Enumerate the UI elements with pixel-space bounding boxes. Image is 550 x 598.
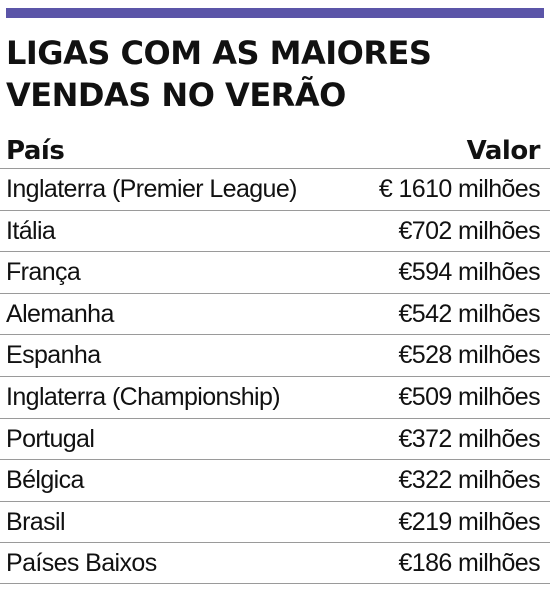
row-value: €372 milhões — [398, 424, 540, 453]
table-row: França €594 milhões — [0, 251, 550, 293]
title-line-1: LIGAS COM AS MAIORES — [6, 34, 432, 72]
header-country: País — [6, 136, 65, 166]
title-line-2: VENDAS NO VERÃO — [6, 76, 346, 114]
row-value: €186 milhões — [398, 549, 540, 578]
row-value: €594 milhões — [398, 258, 540, 287]
row-value: €702 milhões — [398, 216, 540, 245]
row-value: €528 milhões — [398, 341, 540, 370]
table-row: Bélgica €322 milhões — [0, 459, 550, 501]
row-value: €322 milhões — [398, 466, 540, 495]
row-country: Espanha — [6, 341, 101, 370]
accent-bar — [6, 8, 544, 18]
row-value: €219 milhões — [398, 507, 540, 536]
table-row: Portugal €372 milhões — [0, 417, 550, 460]
page-title: LIGAS COM AS MAIORES VENDAS NO VERÃO — [6, 32, 546, 116]
table-row: Países Baixos €186 milhões — [0, 542, 550, 584]
table-row: Itália €702 milhões — [0, 209, 550, 252]
sales-table: País Valor Inglaterra (Premier League) €… — [0, 134, 550, 584]
row-country: Portugal — [6, 424, 95, 453]
row-value: €509 milhões — [398, 382, 540, 411]
table-row: Brasil €219 milhões — [0, 500, 550, 543]
table-row: Inglaterra (Premier League) € 1610 milhõ… — [0, 168, 550, 210]
row-value: € 1610 milhões — [378, 175, 541, 203]
row-country: Bélgica — [6, 466, 84, 495]
row-country: Inglaterra (Championship) — [6, 382, 281, 411]
row-country: Itália — [6, 216, 56, 245]
table-row: Alemanha €542 milhões — [0, 292, 550, 335]
table-header: País Valor — [0, 134, 550, 168]
table-row: Espanha €528 milhões — [0, 334, 550, 376]
row-country: Alemanha — [6, 299, 114, 328]
row-country: Brasil — [6, 507, 66, 536]
table-row: Inglaterra (Championship) €509 milhões — [0, 375, 550, 418]
row-value: €542 milhões — [398, 299, 540, 328]
header-value: Valor — [466, 136, 541, 166]
row-country: Países Baixos — [6, 549, 157, 578]
row-country: França — [6, 258, 81, 287]
row-country: Inglaterra (Premier League) — [6, 175, 298, 203]
